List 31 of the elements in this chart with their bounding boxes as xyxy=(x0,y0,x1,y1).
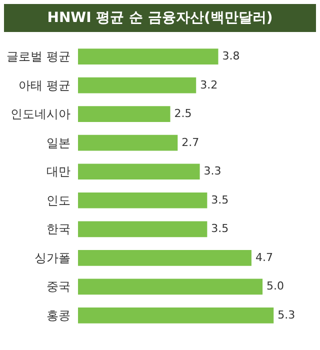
data-label: 4.7 xyxy=(255,250,273,264)
y-tick-label: 중국 xyxy=(46,280,70,294)
y-tick-label: 인도네시아 xyxy=(10,107,70,122)
y-tick-label: 대만 xyxy=(46,164,70,179)
bar xyxy=(78,250,252,266)
y-tick-label: 싱가폴 xyxy=(34,250,70,265)
data-label: 2.5 xyxy=(174,107,192,120)
y-tick-label: 한국 xyxy=(46,222,70,236)
bar xyxy=(78,308,274,324)
bar xyxy=(78,164,200,180)
bar xyxy=(78,77,196,94)
chart-title: HNWI 평균 순 금융자산(백만달러) xyxy=(4,4,316,32)
data-label: 3.3 xyxy=(204,164,222,178)
y-tick-label: 아태 평균 xyxy=(18,78,70,92)
bar xyxy=(78,192,208,208)
data-label: 3.2 xyxy=(200,78,218,92)
data-label: 3.8 xyxy=(222,50,240,63)
bar xyxy=(78,278,263,295)
data-label: 3.5 xyxy=(211,222,229,236)
data-label: 3.5 xyxy=(211,193,229,206)
data-label: 5.3 xyxy=(278,308,296,322)
bar xyxy=(78,48,218,64)
bar xyxy=(78,106,170,122)
data-label: 2.7 xyxy=(182,136,200,149)
y-tick-label: 인도 xyxy=(46,193,70,208)
y-tick-label: 홍콩 xyxy=(46,308,70,322)
y-tick-label: 일본 xyxy=(46,136,70,150)
bar xyxy=(78,221,208,238)
data-label: 5.0 xyxy=(266,280,284,293)
bar xyxy=(78,134,178,151)
y-tick-label: 글로벌 평균 xyxy=(6,50,70,64)
